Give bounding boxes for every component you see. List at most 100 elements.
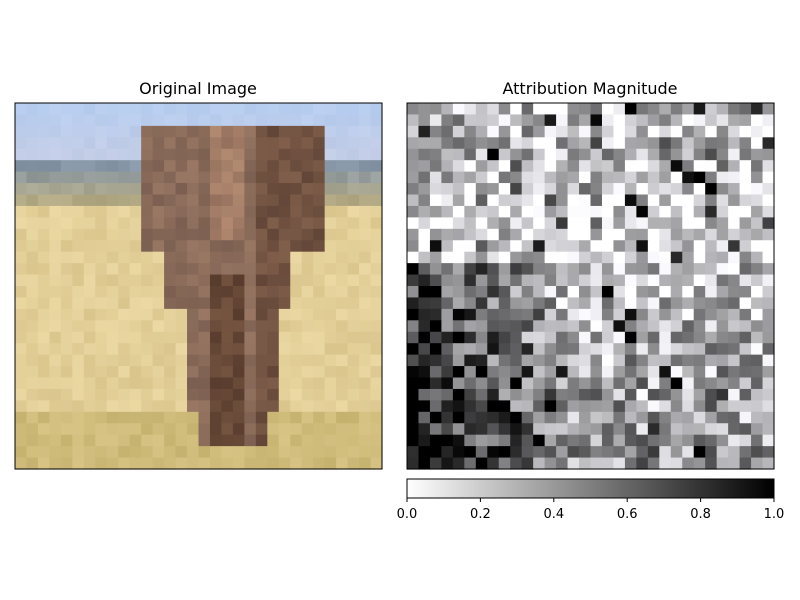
image-pixel [141,297,154,310]
image-pixel [152,423,165,436]
heatmap-cell [475,400,488,413]
heatmap-cell [590,286,603,299]
heatmap-cell [751,228,764,241]
image-pixel [301,274,314,287]
image-pixel [324,331,337,344]
heatmap-cell [567,354,580,367]
image-pixel [118,217,131,230]
heatmap-cell [613,400,626,413]
image-pixel [187,308,200,321]
heatmap-cell [544,103,557,116]
heatmap-cell [636,411,649,424]
heatmap-cell [429,411,443,424]
image-pixel [255,263,268,276]
heatmap-cell [693,205,706,218]
image-pixel [72,434,85,447]
image-pixel [255,160,268,173]
heatmap-cell [498,263,511,276]
image-pixel [255,148,268,161]
image-pixel [60,240,73,253]
heatmap-cell [613,354,626,367]
image-pixel [95,411,108,424]
heatmap-cell [682,160,695,173]
heatmap-cell [751,217,764,230]
heatmap-cell [647,137,660,150]
image-pixel [267,366,280,379]
image-pixel [106,171,119,184]
heatmap-cell [487,194,500,207]
heatmap-cell [579,377,592,390]
image-pixel [255,434,268,447]
image-pixel [118,411,131,424]
heatmap-cell [579,137,592,150]
image-pixel [347,411,360,424]
heatmap-cell [624,286,637,299]
image-pixel [37,320,51,333]
image-pixel [232,366,245,379]
image-pixel [209,423,223,436]
heatmap-cell [452,320,465,333]
image-pixel [244,343,257,356]
heatmap-cell [544,354,557,367]
heatmap-cell [556,434,569,447]
heatmap-cell [751,400,764,413]
image-pixel [37,217,51,230]
original-image-frame [14,102,383,470]
image-pixel [347,286,360,299]
image-pixel [290,137,303,150]
heatmap-cell [762,217,775,230]
image-pixel [175,148,188,161]
image-pixel [267,320,280,333]
image-pixel [60,446,73,459]
heatmap-cell [682,148,695,161]
image-pixel [370,354,383,367]
image-pixel [324,171,337,184]
heatmap-cell [498,251,511,264]
heatmap-cell [429,114,443,127]
heatmap-cell [556,274,569,287]
heatmap-cell [682,457,695,470]
heatmap-cell [567,251,580,264]
image-pixel [72,240,85,253]
heatmap-cell [418,388,431,401]
heatmap-cell [716,366,729,379]
image-pixel [198,388,211,401]
image-pixel [83,171,96,184]
heatmap-cell [510,137,523,150]
heatmap-cell [762,457,775,470]
image-pixel [106,194,119,207]
image-pixel [95,286,108,299]
heatmap-cell [418,228,431,241]
image-pixel [26,377,39,390]
heatmap-cell [705,160,718,173]
image-pixel [129,263,142,276]
image-pixel [221,114,234,127]
image-pixel [347,228,360,241]
heatmap-cell [636,308,649,321]
image-pixel [221,263,234,276]
heatmap-cell [728,377,741,390]
image-pixel [278,205,291,218]
image-pixel [198,434,211,447]
image-pixel [336,125,349,138]
image-pixel [301,320,314,333]
image-pixel [129,137,142,150]
image-pixel [301,251,314,264]
image-pixel [232,377,245,390]
heatmap-cell [705,423,718,436]
image-pixel [232,240,245,253]
heatmap-cell [429,103,443,116]
heatmap-cell [441,434,454,447]
colorbar [406,478,775,499]
image-pixel [209,263,223,276]
heatmap-cell [579,228,592,241]
image-pixel [141,148,154,161]
image-pixel [255,171,268,184]
heatmap-cell [556,228,569,241]
heatmap-cell [475,103,488,116]
heatmap-cell [739,240,752,253]
heatmap-cell [441,240,454,253]
image-pixel [49,388,62,401]
heatmap-cell [452,308,465,321]
image-pixel [313,205,326,218]
